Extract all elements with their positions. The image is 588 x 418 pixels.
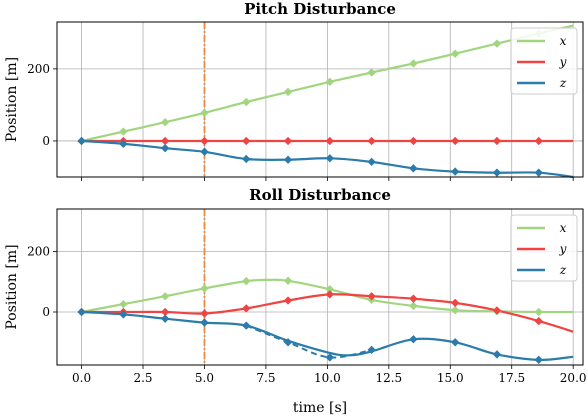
data-point-marker (409, 301, 418, 311)
data-point-marker (409, 294, 418, 303)
legend-label-x: x (560, 34, 567, 48)
axes-frame (56, 208, 584, 366)
data-point-marker (77, 136, 86, 146)
legend-label-y: y (559, 242, 567, 256)
data-point-marker (534, 355, 543, 365)
data-point-marker (200, 284, 209, 293)
x-axis-label: time [s] (293, 400, 347, 416)
data-point-marker (242, 321, 251, 330)
chart-title: Roll Disturbance (249, 186, 391, 204)
data-point-marker (242, 154, 251, 164)
data-point-marker (367, 136, 376, 146)
data-point-marker (200, 147, 209, 156)
x-tick-label: 5.0 (195, 371, 214, 385)
y-tick-label: 0 (42, 134, 50, 148)
data-point-marker (367, 157, 376, 167)
data-point-marker (451, 338, 460, 347)
data-point-marker (325, 77, 334, 87)
roll-disturbance-panel: 0.0 2.5 5.0 7.5 10.0 12.5 15.0 17.5 20.0 0 200 Roll… (4, 186, 587, 416)
legend-label-x: x (560, 221, 567, 235)
data-point-marker (242, 304, 251, 313)
data-point-marker (160, 143, 170, 153)
data-point-marker (325, 353, 334, 362)
data-point-marker (325, 136, 334, 146)
data-point-marker (492, 136, 502, 146)
data-point-marker (409, 164, 418, 173)
data-point-marker (160, 292, 170, 301)
axes-frame (56, 21, 584, 178)
data-point-marker (325, 154, 334, 163)
data-point-marker (409, 335, 418, 344)
x-tick-label: 10.0 (314, 371, 341, 385)
data-point-marker (200, 136, 209, 146)
data-point-marker (325, 290, 334, 299)
data-point-marker (283, 155, 293, 164)
data-point-marker (451, 298, 460, 308)
data-point-marker (367, 292, 376, 301)
data-point-marker (242, 276, 251, 286)
data-point-marker (451, 167, 460, 176)
data-point-marker (534, 168, 543, 177)
data-point-marker (200, 108, 209, 118)
x-tick-label: 15.0 (437, 371, 464, 385)
data-point-marker (451, 49, 460, 58)
plot-area (57, 22, 583, 177)
data-point-marker (283, 136, 293, 146)
pitch-disturbance-panel: 0 200 Pitch Disturbance Position [m] xyz (4, 0, 584, 181)
x-tick-label: 12.5 (375, 371, 402, 385)
data-point-marker (451, 136, 460, 146)
data-point-marker (492, 350, 502, 359)
x-tick-label: 20.0 (560, 371, 587, 385)
data-point-marker (492, 39, 502, 48)
data-point-marker (77, 307, 86, 317)
y-tick-label: 200 (27, 62, 50, 76)
data-point-marker (409, 136, 418, 146)
data-point-marker (492, 306, 502, 315)
data-point-marker (283, 87, 293, 97)
data-point-marker (160, 314, 170, 323)
data-point-marker (119, 299, 128, 309)
x-tick-label: 0.0 (72, 371, 91, 385)
y-axis-label: Position [m] (4, 244, 20, 329)
data-point-marker (119, 127, 128, 136)
data-point-marker (160, 118, 170, 127)
data-point-marker (283, 276, 293, 285)
data-point-marker (534, 136, 543, 146)
data-point-marker (242, 136, 251, 146)
data-point-marker (200, 318, 209, 327)
data-point-marker (242, 97, 251, 107)
legend-label-z: z (559, 76, 567, 90)
data-point-marker (119, 310, 128, 319)
legend-label-y: y (559, 55, 567, 69)
x-tick-label: 17.5 (498, 371, 525, 385)
y-tick-label: 200 (27, 244, 50, 258)
data-point-marker (200, 309, 209, 318)
data-point-marker (534, 316, 543, 326)
series-dashed-line (245, 324, 372, 359)
chart-title: Pitch Disturbance (244, 0, 396, 18)
data-point-marker (283, 296, 293, 305)
data-point-marker (492, 168, 502, 177)
y-tick-label: 0 (42, 305, 50, 319)
data-point-marker (367, 345, 376, 355)
data-point-marker (119, 139, 128, 149)
y-axis-label: Position [m] (4, 57, 20, 142)
legend-label-z: z (559, 263, 567, 277)
data-point-marker (534, 307, 543, 317)
data-point-marker (283, 338, 293, 347)
x-tick-label: 7.5 (256, 371, 275, 385)
data-point-marker (451, 306, 460, 315)
data-point-marker (409, 59, 418, 68)
x-tick-label: 2.5 (133, 371, 152, 385)
data-point-marker (367, 68, 376, 77)
